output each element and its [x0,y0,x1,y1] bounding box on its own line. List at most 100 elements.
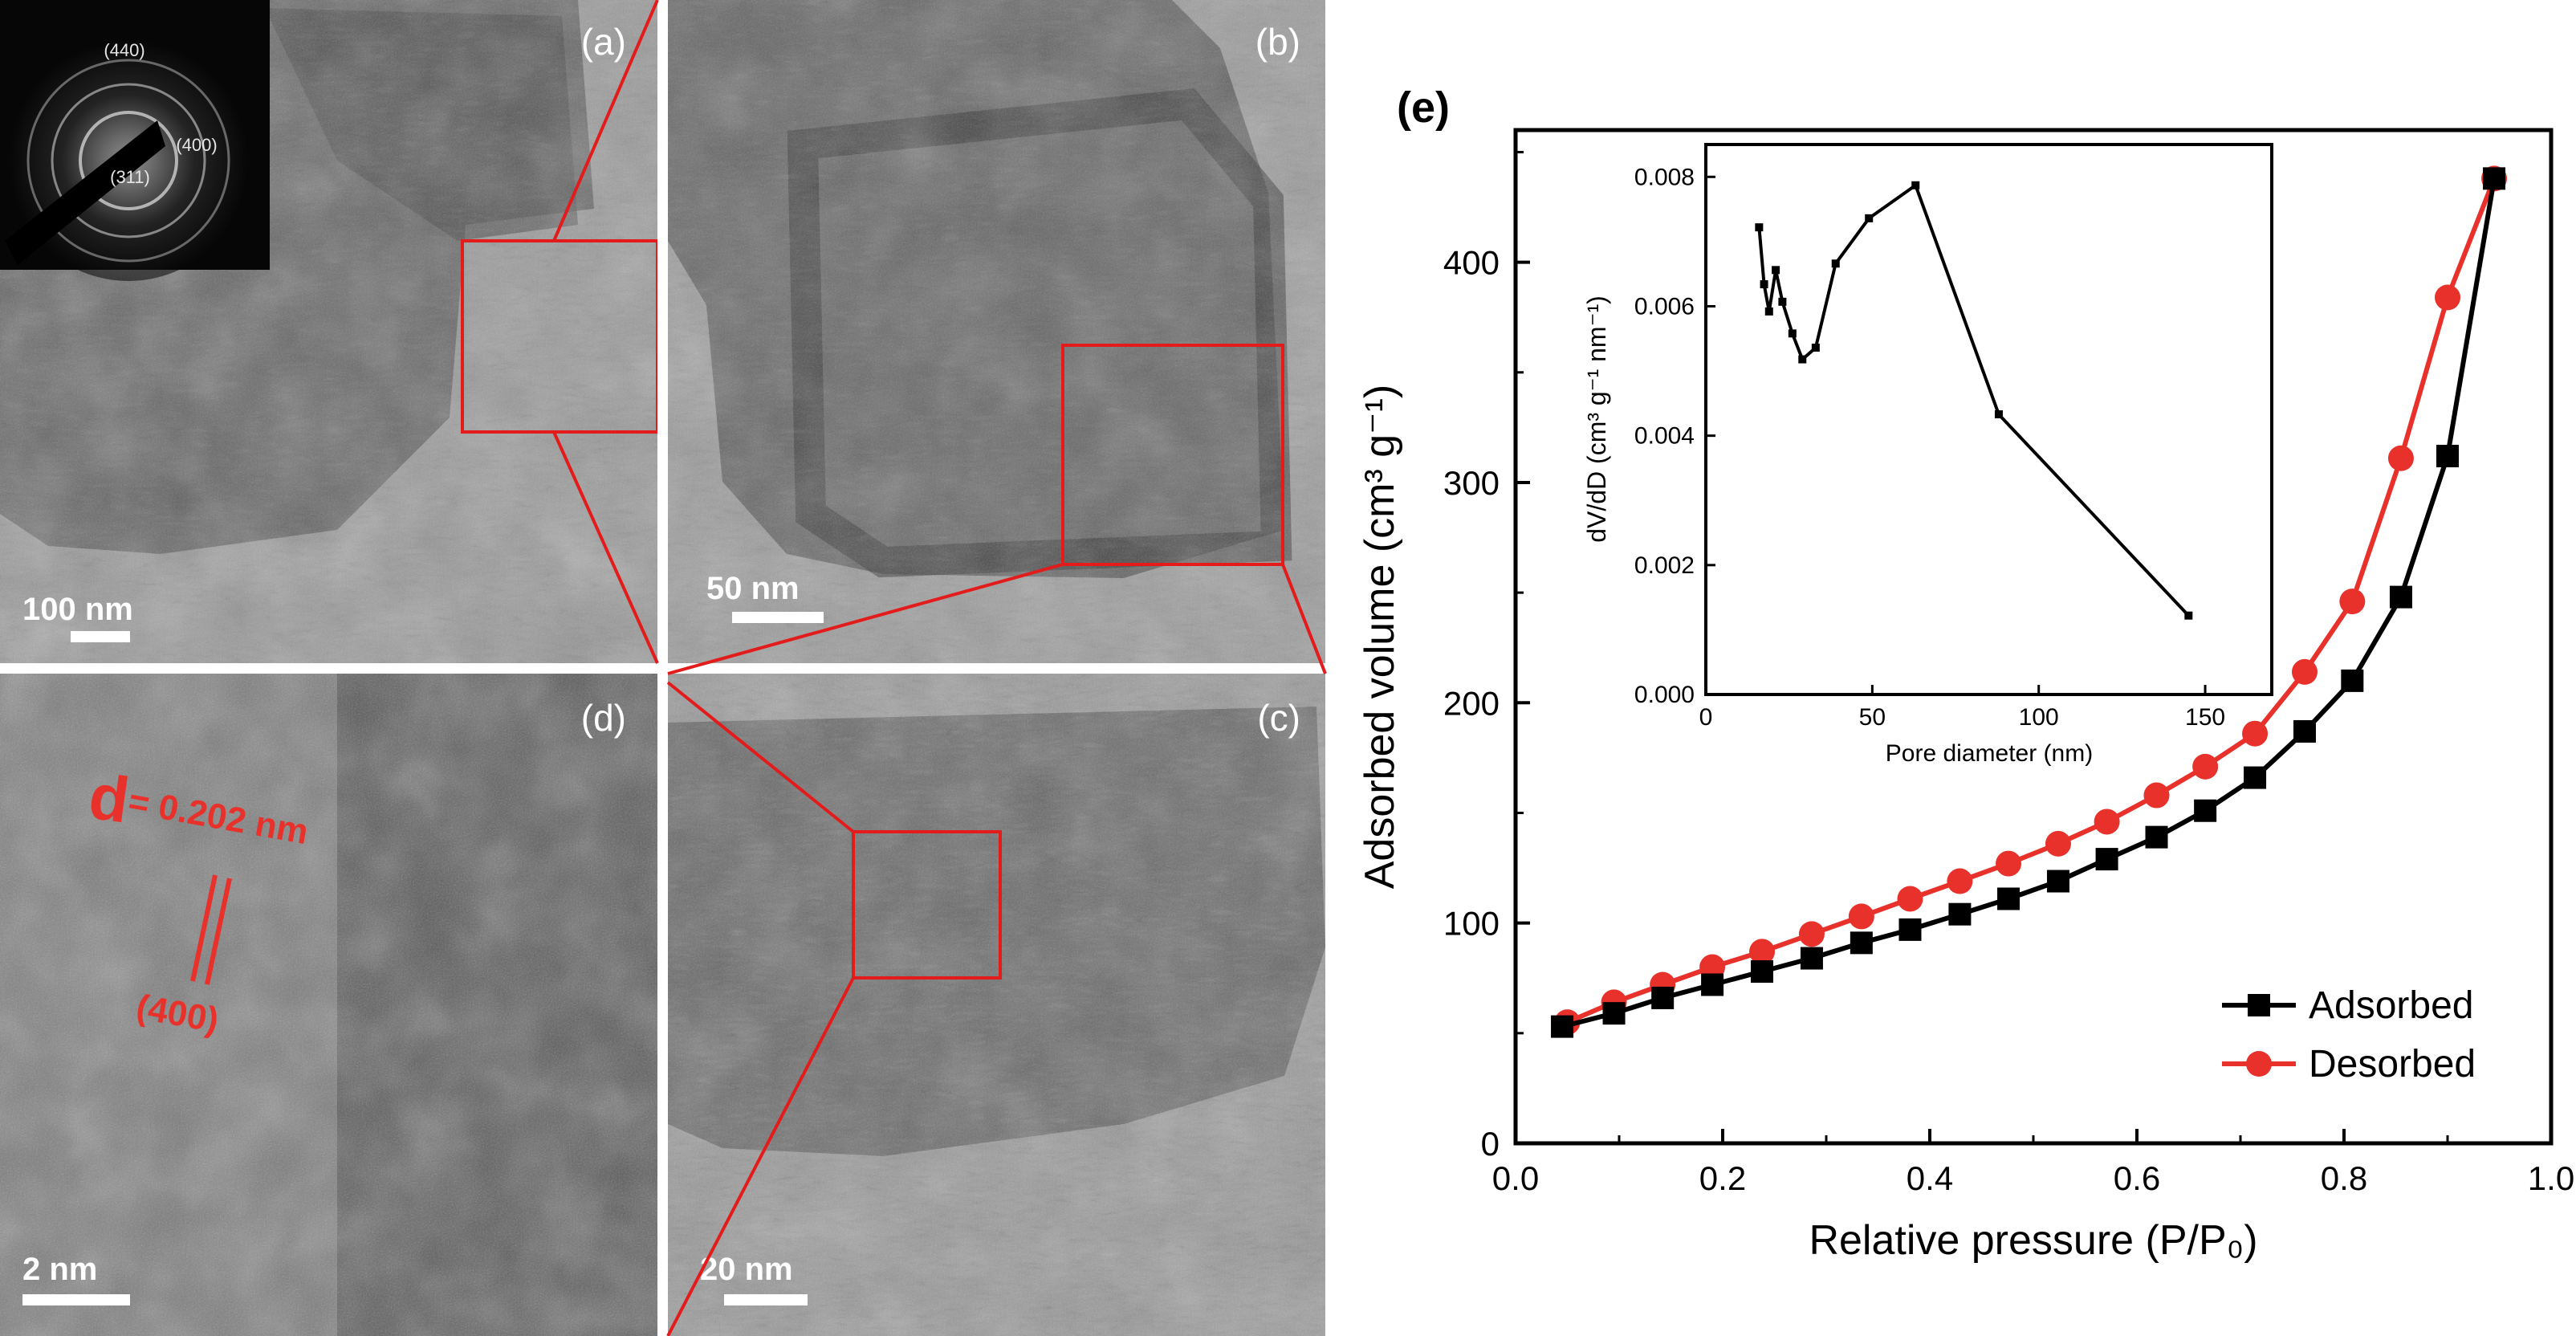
pore-size-point [2184,611,2193,620]
beam-stop [5,120,165,265]
legend-label-desorbed: Desorbed [2309,1043,2476,1086]
zoom-connectors [552,0,1327,1336]
zoom-box [852,830,1002,980]
zoom-connector-line [667,563,1064,675]
pore-size-point [1760,280,1768,289]
adsorbed-point [2389,585,2412,609]
main-series-layer [1551,165,2508,1038]
saed-ring-label: (440) [104,40,144,60]
inset-x-tick-label: 150 [2185,704,2225,731]
tem-panel-a: (440) (400) (311) (a) 100 nm [0,0,657,663]
tem-panel-c: (c) 20 nm [668,674,1325,1336]
desorbed-point [1848,903,1874,930]
tem-panel-d: d = 0.202 nm (400) (d) 2 nm [0,674,657,1336]
pore-size-point [1798,355,1807,364]
desorbed-point [2094,809,2120,835]
desorbed-point [2192,753,2219,780]
desorbed-point [1897,886,1923,912]
adsorbed-point [1997,887,2021,910]
tem-texture [0,674,657,1336]
scale-bar [732,612,824,623]
isotherm-chart: (e) 0.0 0.2 0.4 0.6 0.8 1.0 0 100 200 300 400 Rel… [1357,84,2574,1264]
adsorbed-point [1850,931,1873,955]
scale-bar-label: 100 nm [22,592,133,627]
adsorbed-point [2483,167,2506,190]
main-y-tick-label: 0 [1481,1125,1500,1163]
scale-bar-label: 50 nm [706,571,800,606]
panel-label: (c) [1257,697,1300,739]
main-y-axis-label: Adsorbed volume (cm³ g⁻¹) [1357,385,1403,890]
pore-size-point [1811,344,1820,352]
adsorbed-point [1800,947,1823,970]
main-y-tick-label: 200 [1443,684,1500,722]
inset-y-axis-label: dV/dD (cm³ g⁻¹ nm⁻¹) [1582,295,1611,543]
zoom-connector-line [666,977,855,1336]
adsorbed-point [2046,870,2069,893]
adsorbed-point [2095,848,2118,871]
main-x-axis-label: Relative pressure (P/P₀) [1809,1217,2257,1264]
desorbed-point [2435,284,2460,311]
pore-size-point [1778,297,1787,306]
adsorbed-point [2293,719,2316,743]
lattice-fringe-marker [190,874,218,982]
scale-bar [71,631,130,642]
scale-bar [724,1294,808,1305]
pore-size-point [1772,266,1780,275]
desorbed-point [2291,658,2318,685]
inset-x-tick-label: 0 [1699,704,1713,731]
pore-size-point [1764,307,1773,316]
saed-ring [51,83,206,238]
main-y-tick-label: 100 [1443,905,1500,943]
main-x-tick-label: 0.8 [2321,1159,2367,1197]
adsorbed-point [1948,902,1972,926]
desorbed-point [2242,720,2269,747]
inset-series-layer [1755,181,2193,620]
adsorbed-point [2244,766,2267,789]
main-x-tick-label: 0.2 [1699,1159,1746,1197]
adsorbed-point [2145,825,2168,849]
main-x-tick-label: 1.0 [2528,1159,2574,1197]
panel-label: (b) [1255,21,1300,63]
main-y-tick-label: 300 [1443,464,1500,502]
zoom-connector-line [666,681,855,833]
scale-bar-label: 20 nm [700,1252,793,1287]
pore-size-point [1788,329,1797,338]
adsorbed-point [1898,918,1922,941]
inset-x-axis-label: Pore diameter (nm) [1886,740,2093,767]
saed-ring [79,111,178,210]
scale-bar [22,1294,130,1305]
inset-x-tick-label: 50 [1859,704,1886,731]
inset-y-tick-label: 0.004 [1634,423,1695,450]
desorbed-point [2045,830,2071,857]
panel-label: (d) [581,697,626,739]
pore-size-point [1911,181,1920,189]
adsorbed-point [2194,799,2217,822]
inset-x-tick-label: 100 [2019,704,2059,731]
pore-size-point [1994,410,2003,419]
adsorbed-point [1551,1015,1574,1038]
adsorbed-point [1751,960,1774,984]
adsorbed-point [2436,445,2459,468]
zoom-box [1061,344,1284,566]
saed-ring-label: (400) [176,135,217,155]
main-x-tick-label: 0.6 [2114,1159,2160,1197]
tem-texture [668,0,1325,663]
legend-label-adsorbed: Adsorbed [2309,984,2473,1027]
zoom-box [461,239,657,434]
scale-bar-label: 2 nm [22,1252,97,1287]
inset-y-tick-label: 0.002 [1634,552,1695,579]
legend-marker-adsorbed [2248,994,2270,1016]
desorbed-point [2387,445,2414,471]
pore-size-point [1831,259,1840,268]
desorbed-point [1996,850,2022,877]
desorbed-point [1749,939,1776,965]
saed-ring [26,59,230,263]
saed-ring-label: (311) [110,167,150,187]
chart-panel-label: (e) [1397,84,1450,132]
main-x-tick-label: 0.0 [1492,1159,1539,1197]
adsorbed-point [1602,1002,1626,1025]
panel-label: (a) [581,21,626,63]
tem-texture [668,674,1325,1336]
inset-y-tick-label: 0.000 [1634,682,1695,708]
